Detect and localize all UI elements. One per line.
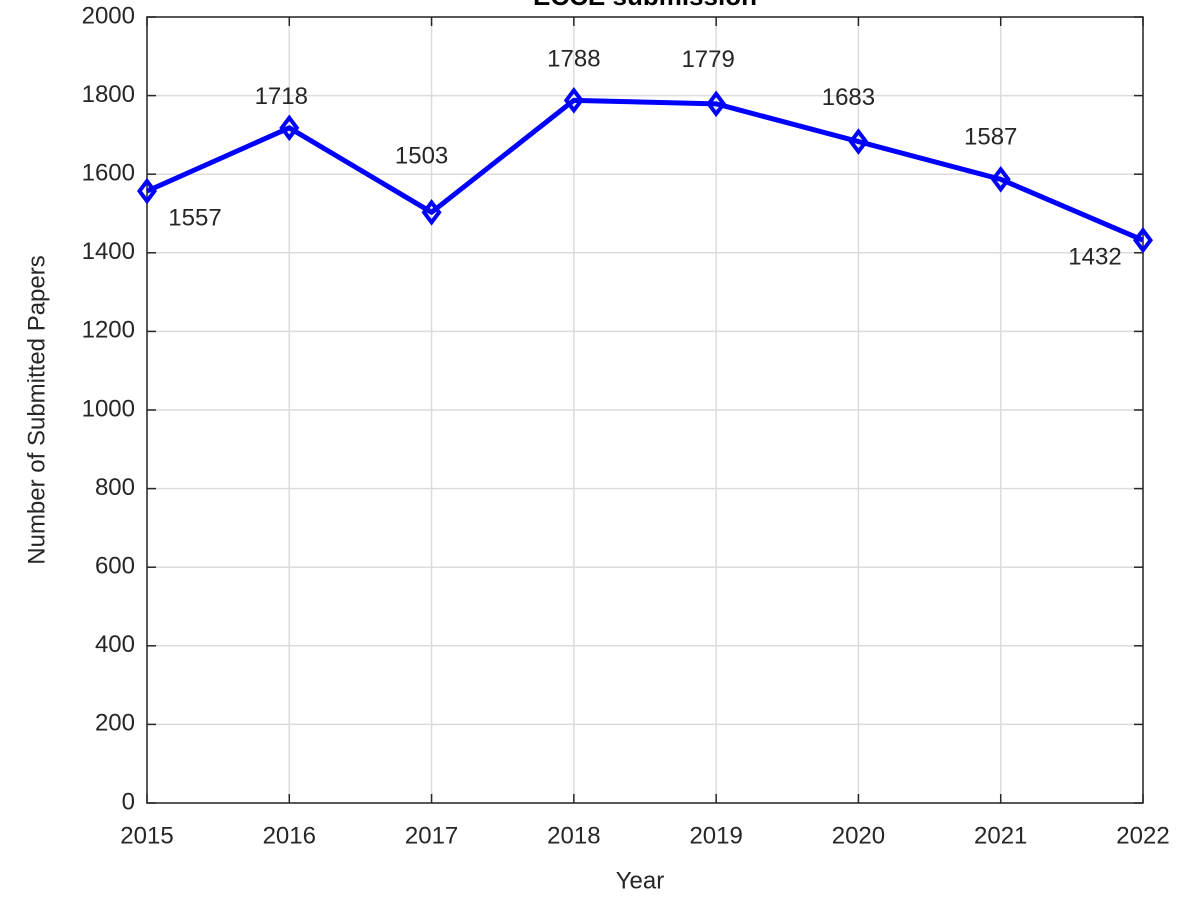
x-tick-label: 2017	[405, 822, 458, 849]
marker	[421, 198, 442, 226]
marker	[137, 177, 157, 205]
y-tick-label: 2000	[82, 2, 135, 29]
x-tick-label: 2019	[689, 822, 742, 849]
marker	[1133, 226, 1153, 254]
line	[145, 97, 1144, 243]
y-tick-label: 1600	[82, 160, 135, 187]
marker	[990, 165, 1011, 193]
x-tick-label: 2022	[1116, 822, 1169, 849]
x-tick-label: 2015	[120, 822, 173, 849]
y-tick-label: 1400	[82, 238, 135, 265]
y-tick-label: 200	[95, 710, 135, 737]
data-label: 1683	[822, 84, 875, 111]
marker	[279, 114, 300, 142]
y-axis-label: Number of Submitted Papers	[23, 255, 50, 564]
x-tick-label: 2016	[263, 822, 316, 849]
marker	[706, 90, 727, 118]
x-tick-label: 2018	[547, 822, 600, 849]
data-label: 1587	[964, 124, 1017, 151]
data-label: 1503	[395, 143, 448, 170]
y-tick-label: 1800	[82, 81, 135, 108]
data-label: 1779	[681, 46, 734, 73]
y-tick-label: 1000	[82, 395, 135, 422]
data-label: 1788	[547, 46, 600, 73]
y-tick-label: 600	[95, 553, 135, 580]
y-tick-label: 1200	[82, 317, 135, 344]
chart-title: ECCE submission	[533, 0, 757, 11]
x-tick-label: 2021	[974, 822, 1027, 849]
y-tick-label: 0	[122, 788, 135, 815]
data-label: 1718	[255, 83, 308, 110]
data-label: 1432	[1068, 244, 1121, 271]
data-label: 1557	[168, 204, 221, 231]
x-tick-label: 2020	[832, 822, 885, 849]
marker	[848, 128, 869, 155]
x-axis-label: Year	[616, 867, 665, 894]
marker	[563, 86, 584, 114]
y-tick-label: 400	[95, 631, 135, 658]
y-tick-label: 800	[95, 474, 135, 501]
